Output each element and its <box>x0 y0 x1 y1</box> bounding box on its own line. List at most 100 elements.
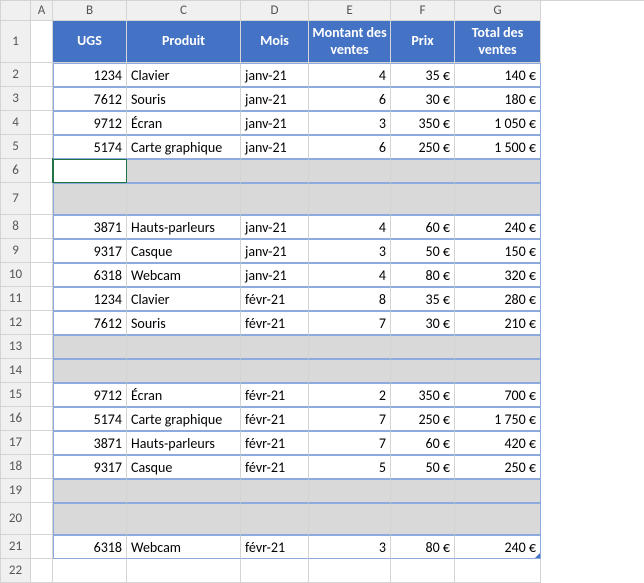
cell-mois[interactable]: janv-21 <box>241 239 309 263</box>
cell[interactable] <box>31 335 53 359</box>
row-header[interactable]: 3 <box>1 87 31 111</box>
col-header[interactable]: C <box>127 1 241 21</box>
cell-montant[interactable]: 8 <box>309 287 391 311</box>
cell[interactable] <box>31 87 53 111</box>
cell[interactable] <box>31 359 53 383</box>
cell-montant[interactable]: 3 <box>309 239 391 263</box>
cell-prix[interactable]: 250 € <box>391 135 455 159</box>
cell-produit[interactable]: Casque <box>127 455 241 479</box>
cell-total[interactable]: 320 € <box>455 263 541 287</box>
cell-total[interactable]: 700 € <box>455 383 541 407</box>
cell-total[interactable]: 1 050 € <box>455 111 541 135</box>
cell[interactable] <box>241 359 309 383</box>
cell-total[interactable]: 140 € <box>455 63 541 87</box>
cell[interactable] <box>391 335 455 359</box>
row-header[interactable]: 22 <box>1 559 31 583</box>
cell-ugs[interactable]: 5174 <box>53 407 127 431</box>
col-header[interactable]: F <box>391 1 455 21</box>
cell-montant[interactable]: 2 <box>309 383 391 407</box>
cell[interactable] <box>31 135 53 159</box>
cell-mois[interactable]: févr-21 <box>241 383 309 407</box>
cell[interactable] <box>455 359 541 383</box>
cell[interactable] <box>31 479 53 503</box>
cell[interactable] <box>127 479 241 503</box>
cell-produit[interactable]: Casque <box>127 239 241 263</box>
cell-prix[interactable]: 80 € <box>391 535 455 559</box>
cell-ugs[interactable]: 3871 <box>53 431 127 455</box>
cell-prix[interactable]: 30 € <box>391 311 455 335</box>
table-header-ugs[interactable]: UGS <box>53 21 127 63</box>
row-header[interactable]: 21 <box>1 535 31 559</box>
cell[interactable] <box>53 159 127 183</box>
cell[interactable] <box>241 335 309 359</box>
row-header[interactable]: 13 <box>1 335 31 359</box>
table-header-total[interactable]: Total des ventes <box>455 21 541 63</box>
cell-total[interactable]: 1 750 € <box>455 407 541 431</box>
cell[interactable] <box>309 559 391 583</box>
row-header[interactable]: 11 <box>1 287 31 311</box>
cell[interactable] <box>31 263 53 287</box>
cell-total[interactable]: 1 500 € <box>455 135 541 159</box>
cell[interactable] <box>309 183 391 215</box>
cell-montant[interactable]: 7 <box>309 431 391 455</box>
cell-produit[interactable]: Souris <box>127 311 241 335</box>
cell[interactable] <box>455 183 541 215</box>
cell-montant[interactable]: 4 <box>309 263 391 287</box>
cell[interactable] <box>391 159 455 183</box>
cell[interactable] <box>53 503 127 535</box>
row-header[interactable]: 10 <box>1 263 31 287</box>
cell[interactable] <box>455 335 541 359</box>
cell[interactable] <box>391 183 455 215</box>
cell[interactable] <box>455 559 541 583</box>
cell-produit[interactable]: Clavier <box>127 287 241 311</box>
cell-prix[interactable]: 50 € <box>391 455 455 479</box>
table-header-produit[interactable]: Produit <box>127 21 241 63</box>
cell-prix[interactable]: 350 € <box>391 383 455 407</box>
row-header[interactable]: 19 <box>1 479 31 503</box>
cell[interactable] <box>31 503 53 535</box>
cell[interactable] <box>31 311 53 335</box>
row-header[interactable]: 9 <box>1 239 31 263</box>
cell-mois[interactable]: févr-21 <box>241 407 309 431</box>
cell-total[interactable]: 240 € <box>455 535 541 559</box>
cell-prix[interactable]: 50 € <box>391 239 455 263</box>
cell-ugs[interactable]: 1234 <box>53 287 127 311</box>
cell-ugs[interactable]: 9317 <box>53 455 127 479</box>
cell-montant[interactable]: 6 <box>309 135 391 159</box>
cell[interactable] <box>31 21 53 63</box>
cell-produit[interactable]: Carte graphique <box>127 135 241 159</box>
cell-produit[interactable]: Hauts-parleurs <box>127 215 241 239</box>
cell-ugs[interactable]: 7612 <box>53 87 127 111</box>
cell[interactable] <box>241 503 309 535</box>
cell[interactable] <box>127 503 241 535</box>
cell[interactable] <box>53 359 127 383</box>
cell[interactable] <box>31 215 53 239</box>
cell-produit[interactable]: Hauts-parleurs <box>127 431 241 455</box>
cell[interactable] <box>31 455 53 479</box>
cell[interactable] <box>53 183 127 215</box>
cell-montant[interactable]: 7 <box>309 311 391 335</box>
cell-mois[interactable]: janv-21 <box>241 215 309 239</box>
row-header[interactable]: 6 <box>1 159 31 183</box>
cell[interactable] <box>241 183 309 215</box>
cell-ugs[interactable]: 9317 <box>53 239 127 263</box>
cell-prix[interactable]: 35 € <box>391 63 455 87</box>
cell-ugs[interactable]: 5174 <box>53 135 127 159</box>
cell-ugs[interactable]: 6318 <box>53 535 127 559</box>
cell-prix[interactable]: 60 € <box>391 215 455 239</box>
cell-mois[interactable]: janv-21 <box>241 87 309 111</box>
cell-produit[interactable]: Carte graphique <box>127 407 241 431</box>
cell-total[interactable]: 250 € <box>455 455 541 479</box>
cell[interactable] <box>309 503 391 535</box>
row-header[interactable]: 14 <box>1 359 31 383</box>
cell-produit[interactable]: Webcam <box>127 535 241 559</box>
cell-mois[interactable]: janv-21 <box>241 63 309 87</box>
cell[interactable] <box>127 183 241 215</box>
cell-total[interactable]: 240 € <box>455 215 541 239</box>
cell-ugs[interactable]: 9712 <box>53 383 127 407</box>
row-header[interactable]: 16 <box>1 407 31 431</box>
cell-total[interactable]: 420 € <box>455 431 541 455</box>
cell-montant[interactable]: 3 <box>309 111 391 135</box>
cell-total[interactable]: 150 € <box>455 239 541 263</box>
cell[interactable] <box>31 183 53 215</box>
